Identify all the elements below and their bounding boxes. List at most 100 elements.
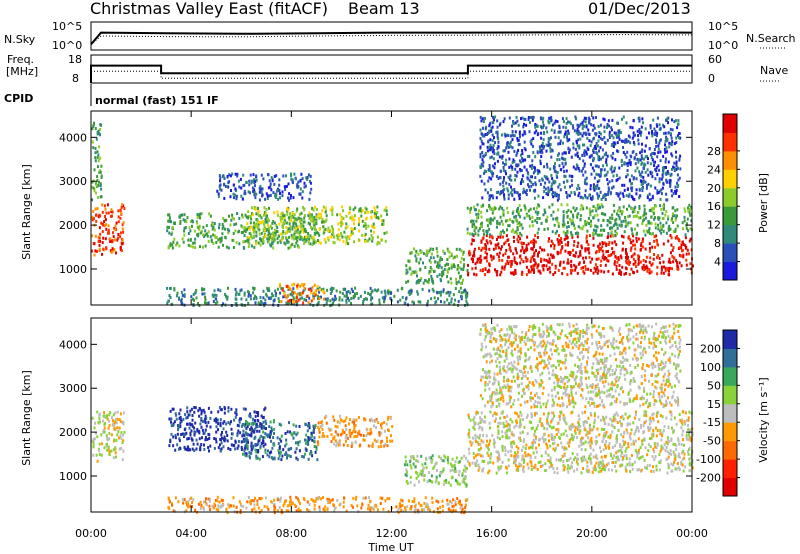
data-cell — [433, 269, 436, 273]
data-cell — [213, 222, 216, 226]
data-cell — [232, 444, 235, 448]
data-cell — [341, 431, 344, 435]
data-cell — [577, 167, 580, 170]
data-cell — [359, 209, 362, 212]
data-cell — [613, 169, 616, 173]
data-cell — [288, 218, 291, 222]
data-cell — [518, 204, 521, 207]
data-cell — [578, 124, 581, 128]
data-cell — [475, 273, 478, 277]
data-cell — [529, 217, 532, 221]
data-cell — [673, 161, 676, 165]
data-cell — [666, 137, 669, 141]
data-cell — [198, 437, 201, 441]
data-cell — [482, 160, 485, 164]
colorbar-segment — [723, 169, 737, 189]
data-cell — [586, 196, 589, 200]
data-cell — [506, 219, 509, 222]
data-cell — [287, 216, 290, 220]
nave-label: Nave — [760, 64, 788, 77]
data-cell — [595, 132, 598, 136]
data-cell — [235, 194, 238, 198]
data-cell — [672, 221, 675, 224]
data-cell — [570, 191, 573, 195]
data-cell — [497, 140, 500, 144]
data-cell — [114, 446, 117, 450]
data-cell — [496, 159, 499, 163]
data-cell — [270, 244, 273, 248]
data-cell — [659, 197, 662, 201]
data-cell — [370, 302, 373, 306]
data-cell — [313, 436, 316, 440]
data-cell — [230, 436, 233, 440]
data-cell — [348, 422, 351, 426]
colorbar-tick-label: 12 — [707, 219, 721, 232]
data-cell — [215, 235, 218, 239]
data-cell — [259, 243, 262, 247]
data-cell — [527, 177, 530, 181]
data-cell — [170, 424, 173, 428]
data-cell — [218, 174, 221, 178]
data-cell — [96, 435, 99, 439]
data-cell — [303, 298, 306, 302]
data-cell — [245, 452, 248, 456]
data-cell — [618, 206, 621, 210]
data-cell — [341, 292, 344, 295]
data-cell — [521, 149, 524, 152]
data-cell — [561, 152, 564, 156]
data-cell — [552, 195, 555, 199]
data-cell — [259, 237, 261, 241]
data-cell — [257, 439, 260, 443]
data-cell — [552, 123, 554, 127]
data-cell — [442, 483, 445, 487]
data-cell — [686, 222, 688, 226]
data-cell — [307, 214, 310, 217]
data-cell — [625, 175, 628, 179]
data-cell — [426, 280, 429, 284]
data-cell — [371, 419, 374, 423]
data-cell — [639, 247, 642, 251]
data-cell — [599, 190, 602, 194]
data-cell — [547, 140, 550, 144]
data-cell — [295, 456, 298, 460]
data-cell — [176, 443, 179, 447]
data-cell — [644, 163, 647, 167]
data-cell — [263, 304, 266, 308]
data-cell — [488, 164, 491, 167]
data-cell — [603, 153, 606, 157]
data-cell — [485, 125, 488, 129]
data-cell — [466, 231, 469, 235]
data-cell — [250, 235, 253, 238]
data-cell — [466, 227, 469, 231]
data-cell — [584, 221, 586, 225]
data-cell — [105, 444, 108, 448]
data-cell — [102, 430, 105, 434]
data-cell — [432, 289, 435, 293]
data-cell — [200, 443, 203, 446]
data-cell — [480, 248, 483, 252]
data-cell — [667, 160, 670, 164]
data-cell — [651, 158, 654, 162]
data-cell — [257, 212, 260, 216]
data-cell — [438, 261, 441, 265]
data-cell — [305, 238, 308, 242]
data-cell — [177, 426, 180, 430]
data-cell — [635, 239, 638, 243]
data-cell — [607, 232, 610, 235]
data-cell — [570, 265, 573, 269]
data-cell — [455, 277, 457, 281]
data-cell — [172, 444, 175, 448]
data-cell — [405, 296, 408, 300]
data-cell — [185, 416, 188, 420]
data-cell — [235, 302, 238, 305]
data-cell — [662, 242, 665, 246]
data-cell — [644, 233, 647, 237]
data-cell — [353, 222, 355, 226]
data-cell — [676, 134, 679, 138]
data-cell — [590, 123, 593, 127]
data-cell — [550, 187, 553, 191]
data-cell — [562, 216, 565, 220]
data-cell — [482, 120, 485, 123]
data-cell — [285, 451, 288, 455]
data-cell — [292, 283, 294, 287]
